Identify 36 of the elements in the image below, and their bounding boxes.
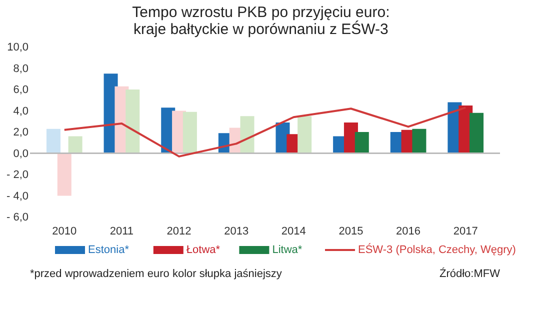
- text: Źródło:MFW: [440, 267, 501, 280]
- x-tick-label: 2016: [396, 226, 421, 238]
- bar: [298, 116, 312, 154]
- y-tick-label: 10,0: [7, 42, 28, 54]
- x-tick-label: 2014: [281, 226, 306, 238]
- y-tick-label: 6,0: [13, 84, 28, 96]
- text: Tempo wzrostu PKB po przyjęciu euro:: [132, 4, 390, 21]
- x-tick-label: 2013: [224, 226, 249, 238]
- x-tick-label: 2015: [338, 226, 364, 238]
- bar: [182, 112, 197, 154]
- bar: [412, 128, 426, 154]
- legend-label: EŚW-3 (Polska, Czechy, Węgry): [358, 243, 516, 256]
- bar: [46, 128, 60, 154]
- bar: [126, 90, 140, 154]
- bar: [57, 153, 72, 196]
- y-tick-label: 2,0: [13, 126, 28, 138]
- bar: [68, 136, 82, 154]
- legend-label: Estonia*: [88, 244, 130, 256]
- x-tick-label: 2017: [453, 226, 478, 238]
- y-tick-label: 8,0: [13, 62, 28, 75]
- y-tick-label: - 4,0: [6, 190, 28, 202]
- y-tick-label: - 6,0: [6, 212, 28, 224]
- y-tick-label: 4,0: [13, 105, 28, 118]
- x-tick-label: 2012: [166, 226, 192, 238]
- bar: [470, 112, 484, 154]
- y-tick-label: 0,0: [13, 148, 28, 160]
- y-tick-label: - 2,0: [6, 169, 28, 181]
- x-tick-label: 2011: [110, 226, 134, 238]
- bar: [354, 132, 369, 154]
- bar: [240, 116, 254, 154]
- legend-label: Litwa*: [272, 244, 303, 256]
- x-tick-label: 2010: [52, 226, 77, 238]
- text: *przed wprowadzeniem euro kolor słupka jaśniejszy: [30, 268, 282, 280]
- line-series: [63, 106, 467, 158]
- text: kraje bałtyckie w porównaniu z EŚW-3: [134, 21, 388, 38]
- legend-label: Łotwa*: [186, 244, 221, 256]
